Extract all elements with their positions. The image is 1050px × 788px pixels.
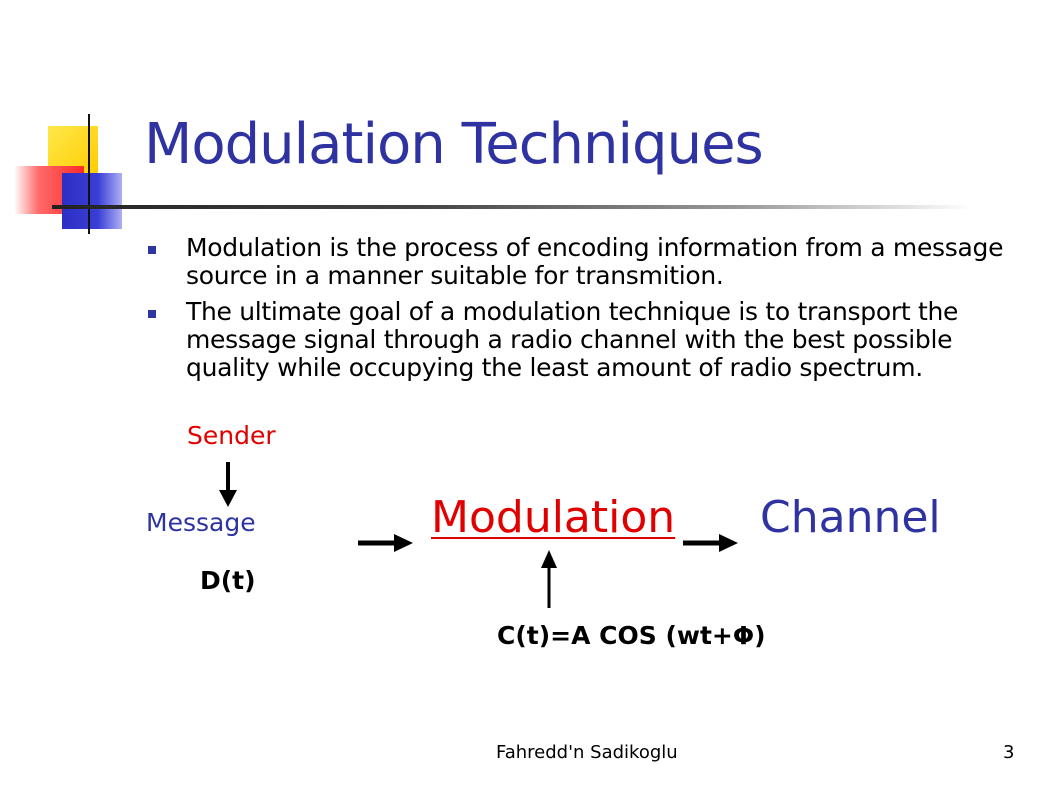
message-signal-label: D(t) [200,566,256,595]
slide-title: Modulation Techniques [144,112,764,177]
square-bullet-icon [148,246,156,254]
arrow-up-icon [541,550,557,608]
logo-blue-square [62,173,122,229]
bullet-text: The ultimate goal of a modulation techni… [186,297,959,382]
arrow-right-icon [683,534,738,552]
arrow-right-icon [358,534,413,552]
bullet-item: Modulation is the process of encoding in… [144,234,1024,290]
sender-label: Sender [187,421,276,450]
bullet-list: Modulation is the process of encoding in… [144,234,1024,390]
footer-author: Fahredd'n Sadikoglu [496,742,678,763]
modulation-label: Modulation [431,492,676,543]
page-number: 3 [1003,742,1015,763]
channel-label: Channel [760,492,941,543]
carrier-equation: C(t)=A COS (wt+Φ) [497,621,766,650]
bullet-text: Modulation is the process of encoding in… [186,233,1004,290]
logo-vertical-line [88,114,90,234]
arrow-down-icon [219,462,237,507]
square-bullet-icon [148,310,156,318]
title-divider [52,205,972,209]
message-label: Message [146,508,256,537]
bullet-item: The ultimate goal of a modulation techni… [144,298,1024,382]
